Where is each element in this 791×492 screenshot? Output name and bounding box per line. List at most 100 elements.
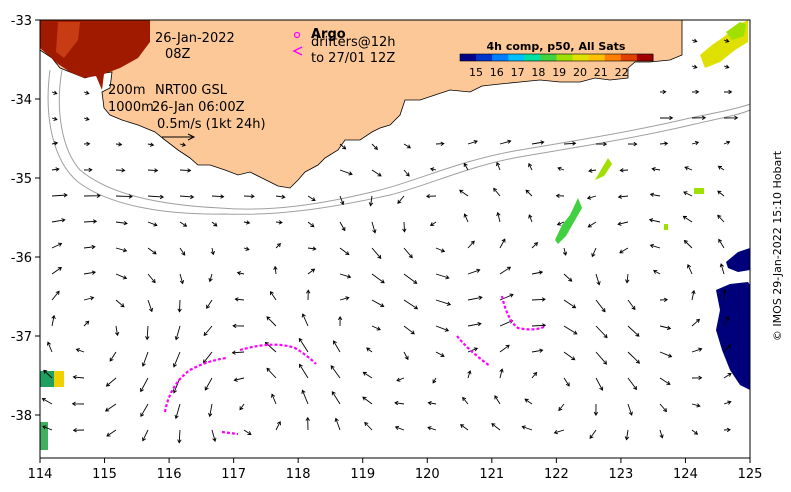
current-vector [142,429,149,442]
current-vector [396,377,405,382]
current-vector [691,64,698,69]
current-vector [659,141,669,146]
current-vector [275,420,281,431]
current-vector [106,429,117,437]
current-vector [691,403,701,408]
current-vector [71,401,85,406]
current-vector [555,193,565,198]
isobath-200-label: 200m [108,83,145,98]
current-vector [691,89,700,95]
lon-tick-label: 121 [479,467,504,482]
current-vector [467,321,482,327]
current-vector [627,325,640,337]
current-vector [114,325,120,337]
current-vector [687,264,693,275]
current-vector [403,351,409,361]
current-vector [723,344,731,353]
current-vector [362,396,373,405]
current-vector [208,403,213,418]
current-vector [51,141,59,146]
current-vector [371,221,377,234]
current-vector [339,143,347,150]
current-vector [83,270,97,275]
current-vector [531,140,545,145]
current-vector [627,299,636,311]
date-label: 26-Jan-2022 [155,31,235,46]
current-vector [619,247,629,254]
current-vector [525,189,533,197]
current-vector [524,398,533,405]
current-vector [556,221,565,226]
current-vector [617,194,629,199]
sst-patch-west-low [40,422,48,450]
current-vector [115,194,133,199]
current-vector [682,215,693,223]
current-vector [147,168,159,173]
current-vector [394,400,405,406]
current-vector [432,377,437,384]
current-vector [339,296,350,301]
current-vector [591,247,597,258]
current-vector [717,214,725,223]
current-vector [627,141,638,147]
lat-tick-label: -33 [11,14,32,29]
lon-tick-label: 118 [286,467,311,482]
isobaths [47,69,751,215]
current-vector [299,363,309,379]
current-vector [723,427,731,433]
current-vector [232,323,245,329]
current-vector [691,375,703,380]
current-vector [51,167,60,172]
current-vector [619,168,629,173]
latitude-axis: -33 -34 -35 -36 -37 -38 [11,14,40,424]
current-vector [115,273,128,280]
current-vector [51,242,63,249]
sst-patch-west-edge-yellow [54,371,64,387]
current-vector [723,400,732,405]
lat-tick-label: -35 [11,172,32,187]
drifters-label: drifters@12h [311,35,396,50]
current-vector [531,348,544,353]
colorbar-swatch [636,54,654,61]
current-vector [51,218,66,223]
current-vector [691,38,698,43]
current-vector [266,367,277,379]
current-vector [435,325,450,332]
colorbar-tick-label: 16 [490,66,504,79]
current-vector [429,167,437,172]
current-vector [72,374,85,380]
lon-tick-label: 122 [544,467,569,482]
current-vector [51,90,58,95]
current-vector [179,168,192,173]
current-vector [141,351,149,367]
current-vector [435,141,445,146]
current-vector [659,89,667,95]
sst-swath-east-green [726,22,746,40]
current-vector [691,347,703,353]
current-vector [659,377,671,385]
current-vector [683,239,693,249]
current-vector [435,351,445,357]
current-vector [243,220,251,225]
current-vector [586,195,597,200]
current-vector [531,297,546,302]
current-vector [275,242,282,249]
current-vector [531,242,539,249]
colorbar-swatch [492,54,509,61]
current-vector [330,365,341,379]
current-vector [625,273,630,284]
current-arrows [41,38,739,444]
lon-tick-label: 124 [673,467,698,482]
sst-patch-small [694,188,704,194]
current-vector [115,142,123,147]
current-vector [723,373,732,379]
current-vector [83,296,95,301]
sst-patch-west-edge [40,371,54,387]
current-vector [593,403,599,416]
current-vector [75,348,85,353]
current-vector [115,247,128,253]
current-vector [236,271,245,276]
colorbar-frame [459,53,654,62]
current-vector [83,116,90,121]
